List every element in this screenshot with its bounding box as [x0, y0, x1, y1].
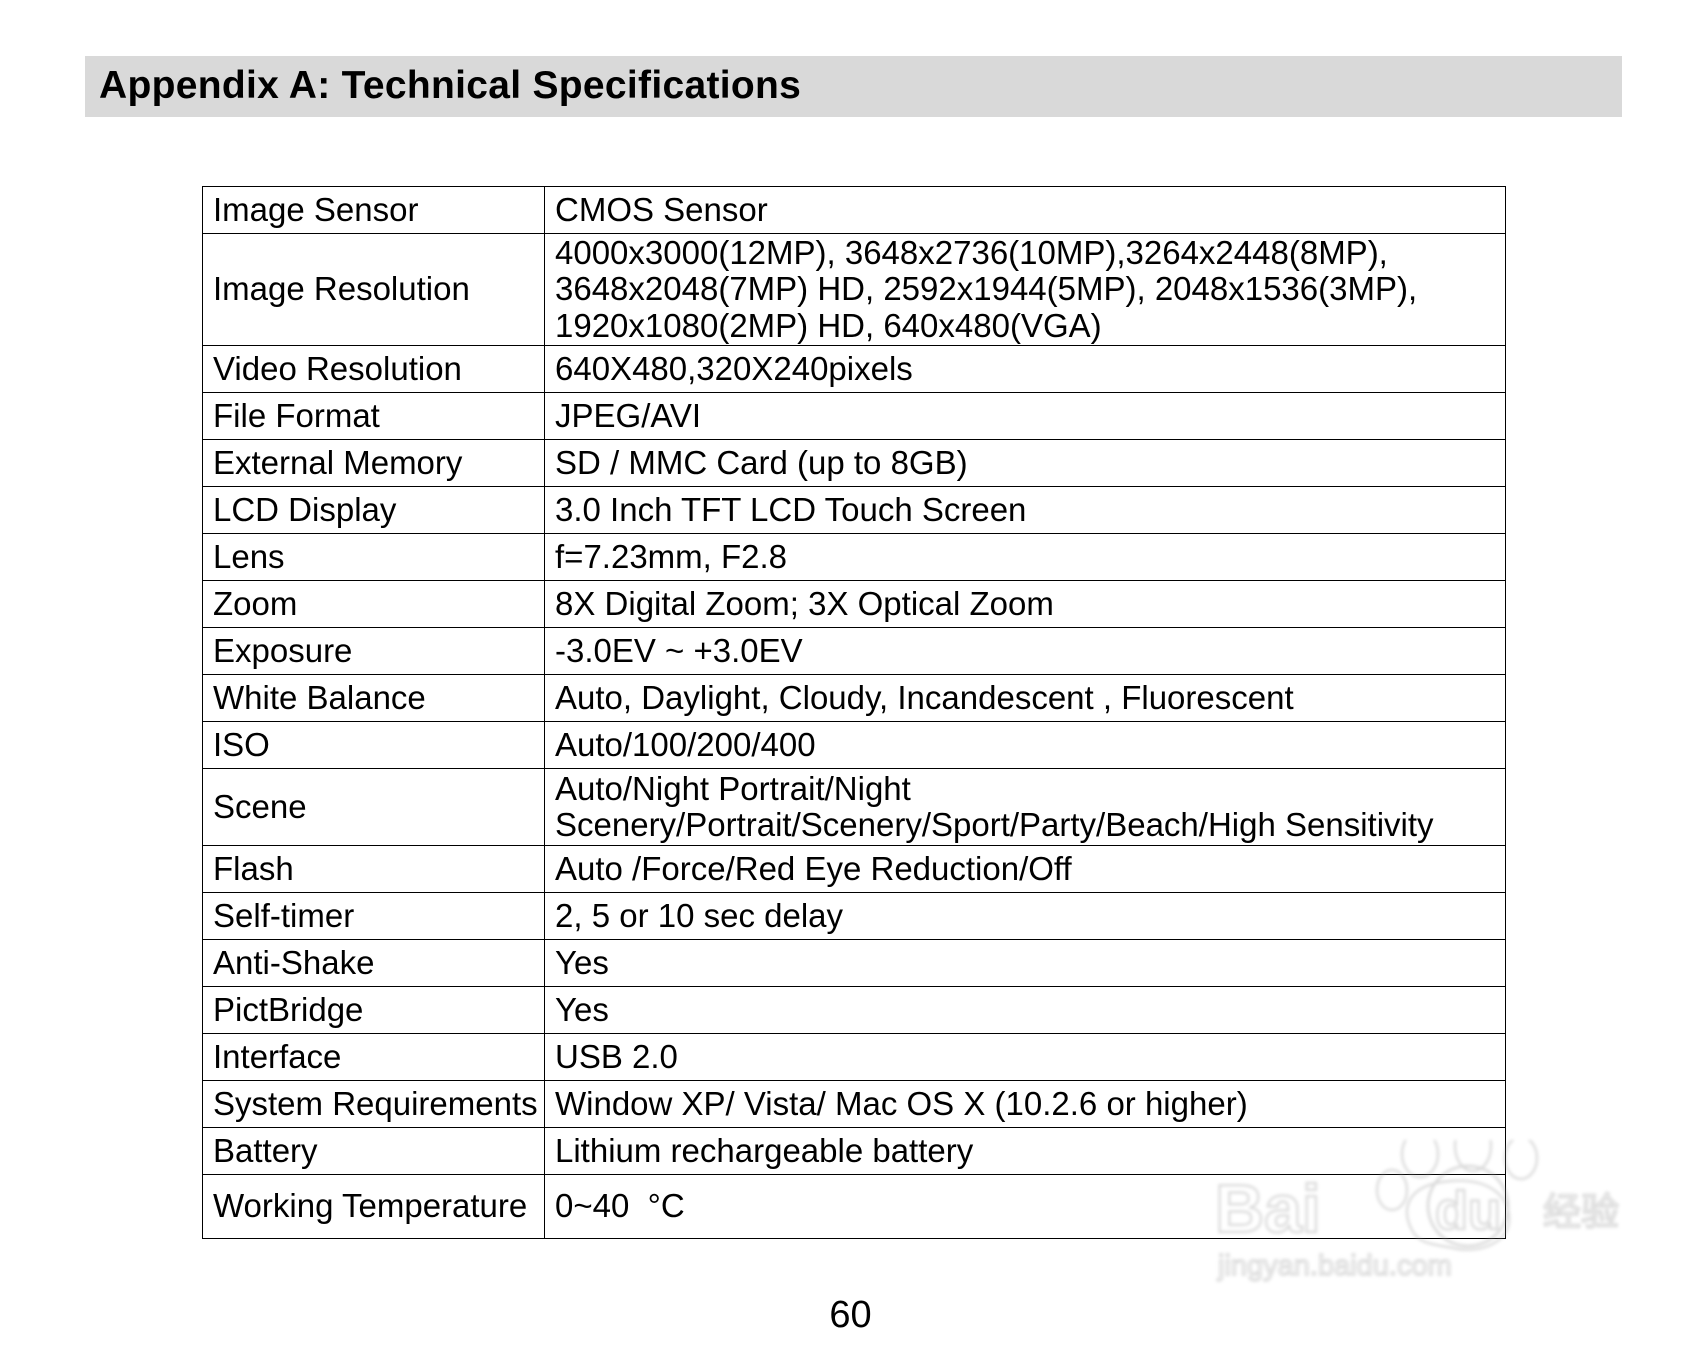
svg-text:经验: 经验: [1543, 1192, 1619, 1234]
svg-text:du: du: [1435, 1181, 1501, 1241]
svg-text:Bai: Bai: [1215, 1171, 1321, 1247]
svg-text:jingyan.baidu.com: jingyan.baidu.com: [1217, 1250, 1452, 1282]
